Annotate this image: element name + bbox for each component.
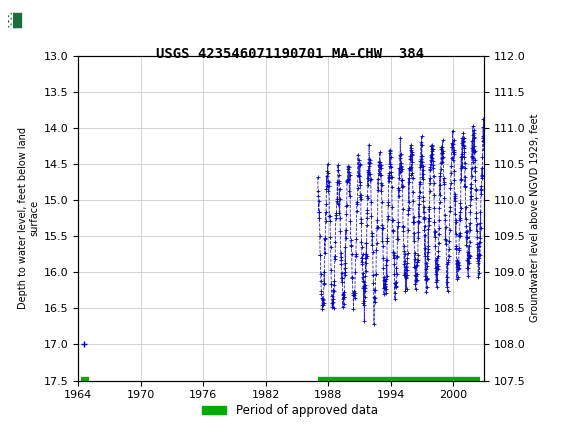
Text: ▓: ▓ (3, 10, 13, 31)
Text: USGS 423546071190701 MA-CHW  384: USGS 423546071190701 MA-CHW 384 (156, 47, 424, 61)
Bar (3, 2, 84, 39)
Text: ██: ██ (8, 13, 23, 28)
Legend: Period of approved data: Period of approved data (198, 399, 382, 422)
Text: USGS: USGS (22, 13, 65, 28)
Y-axis label: Depth to water level, feet below land
surface: Depth to water level, feet below land su… (18, 127, 39, 309)
Y-axis label: Groundwater level above NGVD 1929, feet: Groundwater level above NGVD 1929, feet (530, 114, 540, 322)
